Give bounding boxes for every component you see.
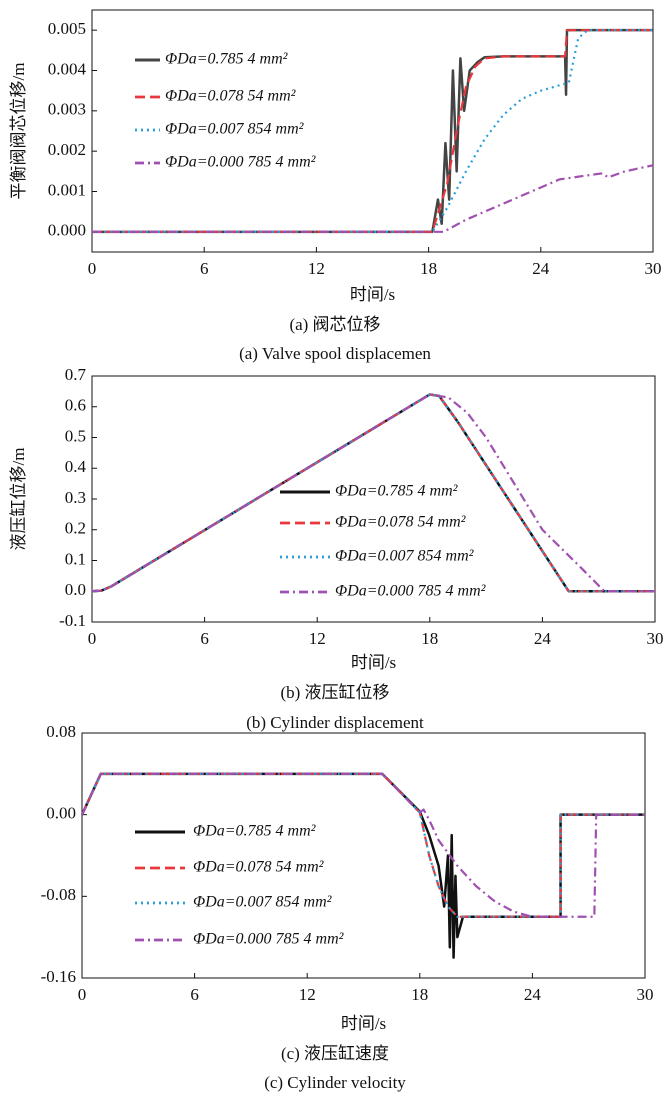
- x-tick-label: 6: [190, 985, 199, 1004]
- x-axis-label: 时间/s: [341, 1014, 386, 1033]
- legend-label: ΦDa=0.007 854 mm²: [165, 121, 305, 138]
- x-axis-label: 时间/s: [351, 653, 396, 672]
- legend-label: ΦDa=0.007 854 mm²: [193, 894, 333, 911]
- x-tick-label: 6: [200, 259, 209, 278]
- x-tick-label: 0: [88, 259, 97, 278]
- y-axis-label: 液压缸位移/m: [8, 448, 28, 551]
- plot-frame: [91, 9, 654, 253]
- y-tick-label: 0.00: [46, 804, 76, 823]
- caption-cn: (c) 液压缸速度: [281, 1043, 389, 1063]
- x-tick-label: 24: [532, 259, 550, 278]
- x-tick-label: 6: [200, 629, 209, 648]
- caption-en: (b) Cylinder displacement: [246, 713, 424, 732]
- x-tick-label: 18: [420, 259, 437, 278]
- series-line: [91, 393, 655, 593]
- y-axis-label: 平衡阀阀芯位移/m: [9, 63, 28, 200]
- y-tick-label: -0.16: [41, 967, 76, 986]
- x-tick-label: 12: [308, 259, 325, 278]
- legend-label: ΦDa=0.078 54 mm²: [335, 514, 467, 531]
- caption-en: (a) Valve spool displacemen: [239, 344, 431, 363]
- legend-label: ΦDa=0.785 4 mm²: [165, 51, 289, 68]
- x-tick-label: 24: [524, 985, 542, 1004]
- legend-label: ΦDa=0.785 4 mm²: [193, 823, 317, 840]
- series-line: [92, 28, 653, 234]
- series-line: [81, 772, 645, 918]
- y-tick-label: 0.001: [48, 180, 86, 199]
- y-tick-label: 0.08: [46, 722, 76, 741]
- caption-en: (c) Cylinder velocity: [264, 1073, 406, 1092]
- y-tick-label: 0.5: [65, 426, 86, 445]
- y-tick-label: 0.1: [65, 549, 86, 568]
- y-tick-label: 0.000: [48, 221, 86, 240]
- caption-cn: (b) 液压缸位移: [280, 682, 389, 702]
- y-tick-label: 0.003: [48, 100, 86, 119]
- y-tick-label: 0.002: [48, 140, 86, 159]
- y-tick-label: 0.2: [65, 519, 86, 538]
- legend-label: ΦDa=0.078 54 mm²: [165, 88, 297, 105]
- series-line: [91, 393, 655, 593]
- caption-cn: (a) 阀芯位移: [289, 315, 380, 334]
- y-tick-label: 0.0: [65, 580, 86, 599]
- x-tick-label: 24: [534, 629, 552, 648]
- y-tick-label: 0.004: [48, 59, 87, 78]
- x-tick-label: 30: [645, 259, 662, 278]
- series-line: [81, 772, 645, 918]
- x-tick-label: 0: [78, 985, 87, 1004]
- y-tick-label: 0.6: [65, 396, 86, 415]
- legend-label: ΦDa=0.000 785 4 mm²: [335, 583, 487, 600]
- y-tick-label: 0.005: [48, 19, 86, 38]
- x-tick-label: 12: [299, 985, 316, 1004]
- x-tick-label: 18: [411, 985, 428, 1004]
- y-tick-label: 0.4: [65, 457, 87, 476]
- series-line: [92, 164, 654, 233]
- y-tick-label: -0.1: [59, 611, 86, 630]
- x-tick-label: 0: [88, 629, 97, 648]
- legend-label: ΦDa=0.000 785 4 mm²: [165, 154, 317, 171]
- x-tick-label: 18: [421, 629, 438, 648]
- series-line: [92, 29, 653, 233]
- y-tick-label: -0.08: [41, 885, 76, 904]
- legend-label: ΦDa=0.078 54 mm²: [193, 859, 325, 876]
- y-tick-label: 0.3: [65, 488, 86, 507]
- x-tick-label: 30: [637, 985, 654, 1004]
- x-axis-label: 时间/s: [350, 285, 395, 304]
- x-tick-label: 12: [309, 629, 326, 648]
- legend-label: ΦDa=0.000 785 4 mm²: [193, 931, 345, 948]
- y-tick-label: 0.7: [65, 365, 87, 384]
- plot-frame: [81, 732, 646, 979]
- legend-label: ΦDa=0.007 854 mm²: [335, 548, 475, 565]
- x-tick-label: 30: [647, 629, 664, 648]
- legend-label: ΦDa=0.785 4 mm²: [335, 483, 459, 500]
